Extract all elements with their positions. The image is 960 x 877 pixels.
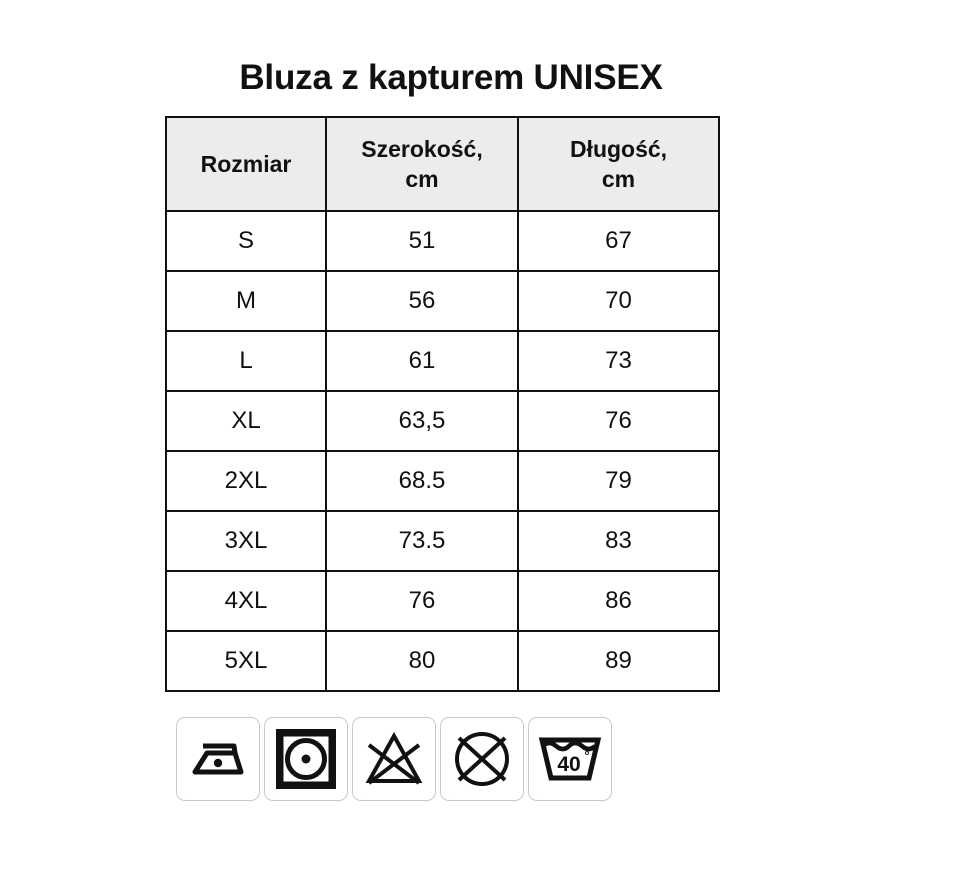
- cell-size: L: [165, 330, 327, 392]
- cell-size: 5XL: [165, 630, 327, 692]
- table-header-row: Rozmiar Szerokość, cm Długość, cm: [165, 116, 720, 212]
- cell-length: 89: [517, 630, 720, 692]
- table-body: S 51 67 M 56 70 L 61 73 XL 63,5 76 2XL 6…: [165, 210, 720, 692]
- care-symbol-tile: [264, 717, 348, 801]
- cell-width: 63,5: [325, 390, 519, 452]
- column-header-width: Szerokość, cm: [325, 116, 519, 212]
- cell-width: 56: [325, 270, 519, 332]
- machine-wash-40-icon: 40 °: [538, 734, 602, 784]
- table-row: XL 63,5 76: [165, 390, 720, 452]
- cell-size: S: [165, 210, 327, 272]
- cell-size: 4XL: [165, 570, 327, 632]
- cell-length: 73: [517, 330, 720, 392]
- cell-length: 70: [517, 270, 720, 332]
- table-row: 2XL 68.5 79: [165, 450, 720, 512]
- do-not-bleach-icon: [363, 731, 425, 787]
- table-header: Rozmiar Szerokość, cm Długość, cm: [165, 116, 720, 212]
- cell-size: 3XL: [165, 510, 327, 572]
- care-symbol-tile: [440, 717, 524, 801]
- cell-width: 61: [325, 330, 519, 392]
- cell-length: 67: [517, 210, 720, 272]
- iron-low-temperature-icon: [187, 738, 249, 780]
- table-row: S 51 67: [165, 210, 720, 272]
- column-header-width-line2: cm: [405, 166, 439, 192]
- cell-length: 86: [517, 570, 720, 632]
- size-chart-table: Rozmiar Szerokość, cm Długość, cm S 51 6…: [165, 116, 720, 692]
- care-symbol-tile: [176, 717, 260, 801]
- cell-width: 68.5: [325, 450, 519, 512]
- wash-degree-symbol: °: [584, 748, 589, 763]
- table-row: L 61 73: [165, 330, 720, 392]
- cell-length: 76: [517, 390, 720, 452]
- cell-width: 51: [325, 210, 519, 272]
- column-header-length: Długość, cm: [517, 116, 720, 212]
- do-not-dry-clean-icon: [452, 729, 512, 789]
- cell-length: 83: [517, 510, 720, 572]
- tumble-dry-low-icon: [276, 729, 336, 789]
- cell-size: XL: [165, 390, 327, 452]
- page-title: Bluza z kapturem UNISEX: [239, 58, 663, 97]
- column-header-width-line1: Szerokość,: [361, 135, 483, 162]
- care-symbols-row: 40 °: [176, 717, 612, 801]
- cell-width: 80: [325, 630, 519, 692]
- table-row: 3XL 73.5 83: [165, 510, 720, 572]
- column-header-size: Rozmiar: [165, 116, 327, 212]
- table-row: M 56 70: [165, 270, 720, 332]
- table-row: 5XL 80 89: [165, 630, 720, 692]
- column-header-length-line2: cm: [601, 166, 636, 192]
- cell-size: M: [165, 270, 327, 332]
- care-symbol-tile: 40 °: [528, 717, 612, 801]
- cell-width: 76: [325, 570, 519, 632]
- wash-temperature-label: 40: [557, 753, 580, 776]
- column-header-length-line1: Długość,: [569, 135, 668, 162]
- care-symbol-tile: [352, 717, 436, 801]
- cell-length: 79: [517, 450, 720, 512]
- cell-size: 2XL: [165, 450, 327, 512]
- table-row: 4XL 76 86: [165, 570, 720, 632]
- cell-width: 73.5: [325, 510, 519, 572]
